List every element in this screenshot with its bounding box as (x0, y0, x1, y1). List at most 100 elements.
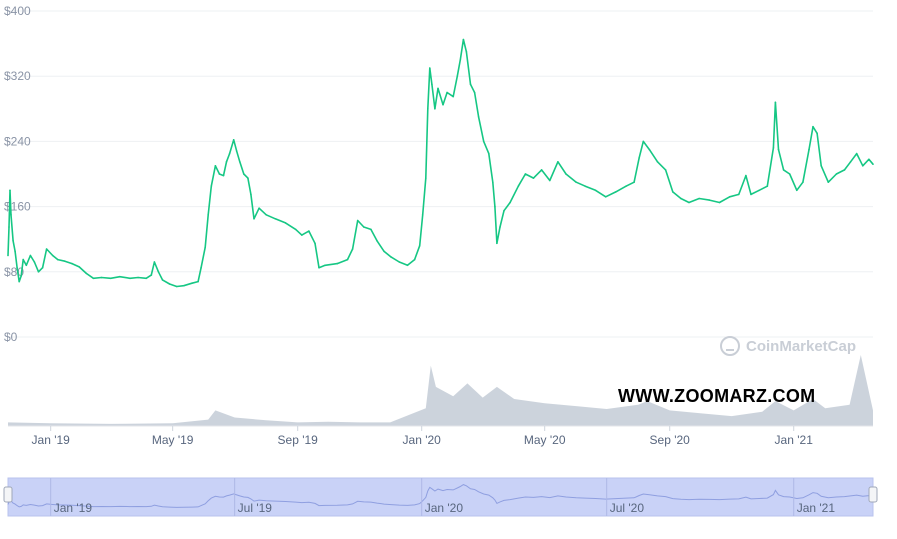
price-point (524, 173, 527, 175)
price-point (477, 116, 480, 118)
price-point (835, 173, 838, 175)
x-tick-label: Jan '20 (403, 433, 442, 447)
volume-area (8, 355, 873, 426)
price-point (284, 222, 287, 224)
price-point (796, 189, 798, 192)
navigator-tick-label: Jan '20 (425, 501, 464, 515)
price-point (351, 248, 354, 250)
price-point (301, 234, 303, 236)
price-point (862, 165, 864, 167)
price-point (604, 196, 607, 198)
price-point (446, 91, 448, 94)
price-point (680, 197, 682, 200)
price-point (532, 177, 535, 179)
price-point (8, 226, 10, 228)
price-point (642, 140, 645, 143)
price-line (7, 38, 874, 288)
price-point (413, 258, 416, 261)
range-navigator[interactable]: Jan '19 Jul '19 Jan '20 Jul '20 Jan '21 (3, 477, 878, 517)
price-point (425, 177, 427, 179)
price-point (827, 181, 830, 183)
y-axis-labels: $400 $320 $240 $160 $80 $0 (4, 4, 31, 344)
price-point (788, 173, 791, 175)
price-point (318, 266, 320, 269)
price-point (20, 275, 23, 277)
navigator-tick-label: Jul '19 (238, 501, 273, 515)
price-point (336, 262, 339, 265)
price-point (406, 264, 409, 267)
navigator-left-handle[interactable] (3, 486, 13, 503)
price-point (161, 279, 164, 281)
price-point (370, 228, 372, 231)
price-point (584, 185, 587, 187)
price-point (64, 260, 66, 263)
price-point (728, 196, 731, 198)
price-point (218, 173, 221, 175)
price-point (157, 271, 160, 273)
price-point (243, 173, 245, 175)
price-point (496, 242, 498, 245)
price-point (250, 193, 252, 196)
x-tick-label: Jan '19 (32, 433, 71, 447)
price-point (7, 254, 9, 257)
price-point (738, 193, 740, 196)
price-point (594, 189, 597, 192)
navigator-selection[interactable] (7, 477, 874, 517)
price-point (294, 228, 297, 231)
price-point (228, 152, 231, 155)
price-point (390, 256, 393, 258)
price-point (33, 261, 36, 263)
y-tick-label: $400 (4, 4, 31, 18)
price-point (383, 250, 385, 253)
price-point (314, 242, 316, 245)
price-point (758, 189, 760, 192)
price-point (153, 261, 156, 263)
navigator-right-handle[interactable] (868, 486, 878, 503)
price-point (664, 169, 667, 171)
price-point (688, 201, 690, 204)
price-point (29, 254, 32, 257)
x-tick-label: Jan '21 (775, 433, 814, 447)
price-point (557, 161, 559, 163)
price-point (247, 177, 249, 179)
price-point (10, 214, 12, 216)
price-point (210, 185, 213, 187)
price-point (625, 185, 627, 187)
price-point (615, 191, 617, 193)
coinmarketcap-watermark-text: CoinMarketCap (746, 337, 857, 355)
price-point (175, 285, 178, 288)
x-tick-label: Sep '20 (650, 433, 691, 447)
price-point (772, 147, 775, 149)
navigator-tick-label: Jul '20 (610, 501, 645, 515)
price-point (672, 191, 674, 193)
price-point (494, 205, 496, 208)
price-point (777, 148, 780, 151)
x-tick-label: May '19 (152, 433, 194, 447)
price-point (698, 197, 700, 200)
price-point (872, 163, 874, 165)
navigator-tick-label: Jan '21 (797, 501, 836, 515)
price-point (427, 108, 429, 110)
x-tick-label: May '20 (524, 433, 566, 447)
price-point (37, 271, 40, 273)
price-point (16, 266, 18, 269)
price-series (7, 38, 874, 288)
x-tick-label: Sep '19 (278, 433, 319, 447)
site-watermark: WWW.ZOOMARZ.COM (618, 386, 816, 406)
price-point (745, 174, 747, 177)
price-point (462, 38, 465, 41)
price-point (92, 277, 95, 280)
y-tick-label: $0 (4, 330, 18, 344)
price-point (465, 51, 468, 53)
y-tick-label: $80 (4, 265, 24, 279)
price-point (575, 181, 577, 183)
price-point (431, 83, 433, 86)
price-point (25, 264, 28, 267)
price-point (363, 226, 365, 228)
price-point (473, 91, 476, 94)
price-point (802, 181, 804, 183)
price-point (253, 218, 255, 220)
price-point (308, 230, 310, 232)
price-point (14, 250, 16, 253)
